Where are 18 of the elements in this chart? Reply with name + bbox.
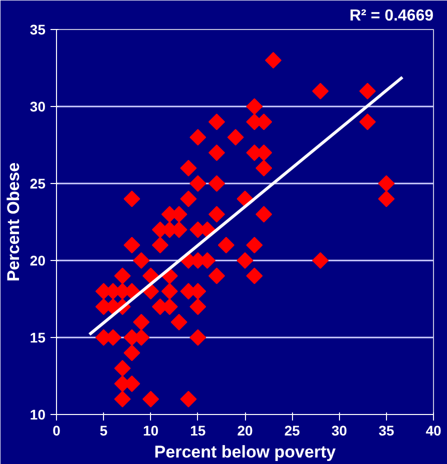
x-axis-title: Percent below poverty bbox=[154, 442, 336, 462]
x-tick-label: 30 bbox=[331, 422, 348, 438]
x-tick-label: 5 bbox=[100, 422, 108, 438]
x-tick-label: 0 bbox=[52, 422, 61, 438]
y-tick-label: 25 bbox=[30, 176, 46, 192]
y-tick-label: 20 bbox=[30, 252, 46, 268]
y-tick-label: 35 bbox=[30, 22, 46, 38]
x-tick-label: 10 bbox=[142, 422, 159, 438]
y-tick-label: 10 bbox=[30, 406, 46, 422]
x-tick-label: 15 bbox=[190, 422, 206, 438]
y-axis-title: Percent Obese bbox=[4, 162, 23, 282]
y-tick-label: 15 bbox=[30, 330, 46, 346]
x-tick-label: 20 bbox=[237, 422, 253, 438]
x-tick-label: 35 bbox=[378, 422, 394, 438]
y-tick-label: 30 bbox=[30, 98, 46, 114]
text: R² = 0.4669 bbox=[349, 8, 434, 24]
x-tick-label: 40 bbox=[426, 422, 442, 438]
x-tick-label: 25 bbox=[284, 422, 300, 438]
